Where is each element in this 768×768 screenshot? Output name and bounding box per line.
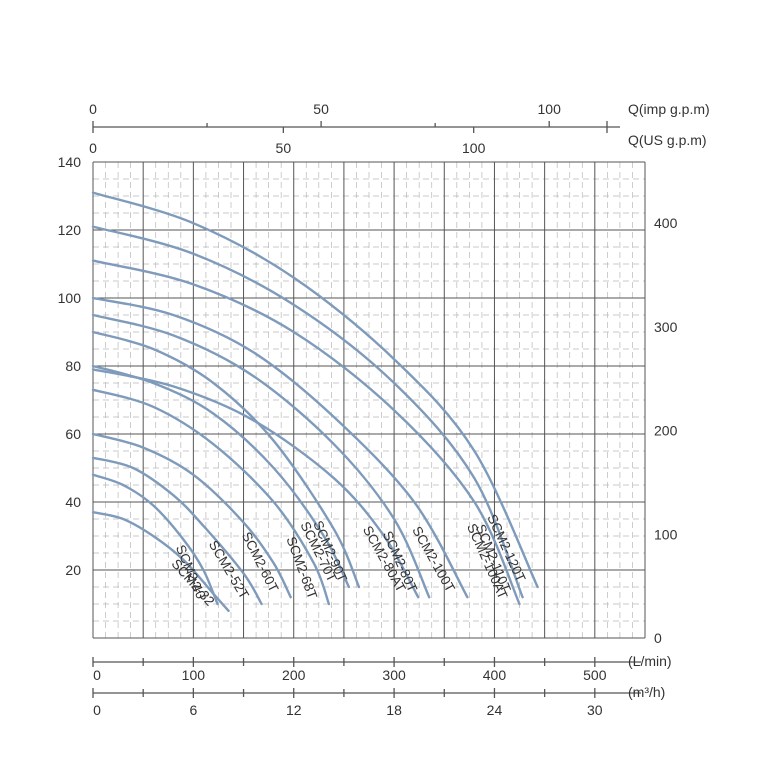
curve-scm2-40 bbox=[91, 473, 219, 606]
x-axis-unit-m3h: (m³/h) bbox=[628, 684, 665, 700]
bottom-tick-label: 30 bbox=[587, 702, 603, 718]
top-tick-label-us: 50 bbox=[276, 140, 292, 156]
top-tick-label-us: 0 bbox=[89, 140, 97, 156]
bottom-tick-label: 0 bbox=[93, 667, 101, 683]
y-tick-label-m: 140 bbox=[58, 154, 82, 170]
curve-scm2-120t bbox=[91, 191, 539, 589]
y-tick-label-m: 20 bbox=[65, 562, 81, 578]
y-tick-label-ft: 200 bbox=[654, 423, 678, 439]
curve-scm2-90t bbox=[91, 330, 361, 589]
y-tick-label-m: 120 bbox=[58, 222, 82, 238]
bottom-tick-label: 400 bbox=[483, 667, 507, 683]
bottom-tick-label: 6 bbox=[189, 702, 197, 718]
curve-scm2-70t bbox=[91, 364, 351, 589]
y-tick-label-m: 40 bbox=[65, 494, 81, 510]
curve-scm2-60t bbox=[91, 432, 292, 599]
top-tick-label-imp: 50 bbox=[313, 101, 329, 117]
bottom-tick-label: 300 bbox=[382, 667, 406, 683]
y-tick-label-ft: 100 bbox=[654, 526, 678, 542]
top-tick-label-imp: 100 bbox=[538, 101, 562, 117]
top-tick-label-imp: 0 bbox=[89, 101, 97, 117]
x-axis-unit-us: Q(US g.p.m) bbox=[628, 132, 707, 148]
y-tick-label-ft: 300 bbox=[654, 319, 678, 335]
x-axis-unit-lmin: (L/min) bbox=[628, 653, 672, 669]
bottom-tick-label: 100 bbox=[182, 667, 206, 683]
bottom-tick-label: 500 bbox=[583, 667, 607, 683]
curve-scm2-110t bbox=[91, 225, 524, 599]
bottom-tick-label: 200 bbox=[282, 667, 306, 683]
performance-curves bbox=[91, 191, 539, 612]
y-tick-label-ft: 400 bbox=[654, 215, 678, 231]
bottom-tick-label: 12 bbox=[286, 702, 302, 718]
curve-scm2-80at bbox=[91, 368, 420, 599]
curve-scm2-52t bbox=[91, 456, 263, 606]
y-tick-label-m: 80 bbox=[65, 358, 81, 374]
y-tick-label-m: 60 bbox=[65, 426, 81, 442]
y-tick-label-ft: 0 bbox=[654, 630, 662, 646]
bottom-tick-label: 24 bbox=[487, 702, 503, 718]
top-tick-label-us: 100 bbox=[462, 140, 486, 156]
curve-scm2-100at bbox=[91, 259, 521, 606]
curve-scm2-68t bbox=[91, 388, 331, 606]
curve-scm2-80t bbox=[91, 313, 431, 599]
y-tick-label-m: 100 bbox=[58, 290, 82, 306]
major-grid bbox=[92, 161, 646, 639]
bottom-tick-label: 0 bbox=[93, 702, 101, 718]
x-axis-unit-imp: Q(imp g.p.m) bbox=[628, 101, 710, 117]
bottom-tick-label: 18 bbox=[386, 702, 402, 718]
curve-scm2-100t bbox=[91, 296, 469, 599]
